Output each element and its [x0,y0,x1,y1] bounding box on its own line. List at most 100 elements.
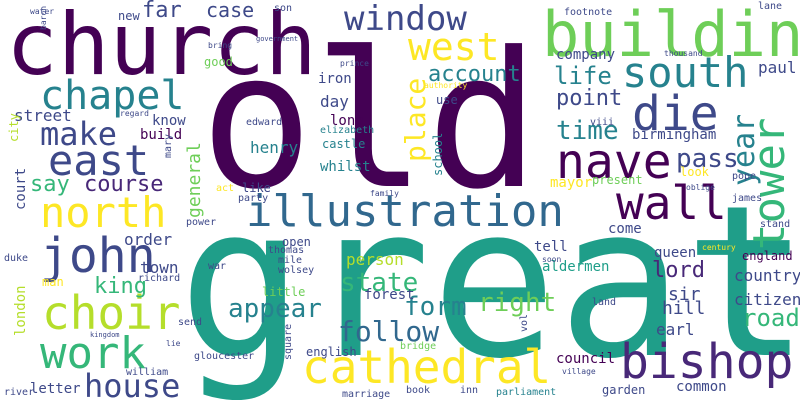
word-duke: duke [4,253,29,264]
word-chapel: chapel [40,73,185,119]
word-government: government [256,35,299,43]
word-war: war [208,261,227,272]
word-edward: edward [246,117,283,128]
word-company: company [556,47,616,63]
word-party: party [238,193,269,204]
word-sir: sir [668,284,701,305]
word-queen: queen [654,245,697,261]
word-lie: lie [166,339,181,348]
word-square: square [283,323,294,360]
word-course: course [84,172,164,197]
word-william: william [126,367,169,378]
word-know: know [152,113,186,129]
word-tell: tell [534,239,568,255]
word-john: john [40,228,156,284]
word-family: family [370,189,399,198]
word-work: work [40,328,146,379]
word-follow: follow [338,315,440,348]
word-appear: appear [228,294,322,324]
word-citizen: citizen [734,290,800,309]
word-elizabeth: elizabeth [320,125,375,136]
word-little: little [262,285,306,299]
word-castle: castle [322,137,366,151]
word-king: king [94,274,147,299]
word-pass: pass [676,144,739,174]
word-thousand: thousand [664,49,703,58]
word-iron: iron [318,71,352,87]
word-authority: authority [424,81,468,90]
word-man: man [42,275,64,289]
word-school: school [431,132,445,176]
word-illustration: illustration [246,186,564,237]
word-town: town [140,258,179,277]
word-long: long [330,113,364,129]
word-time: time [556,116,619,146]
word-common: common [676,379,727,395]
word-right: right [478,288,557,318]
word-land: land [592,297,617,308]
word-house: house [84,367,181,400]
word-court: court [13,167,29,210]
word-james: james [732,193,763,204]
word-nave: nave [556,134,672,190]
word-henry: henry [250,138,299,157]
word-england: england [742,249,793,263]
word-kingdom: kingdom [90,331,120,339]
word-london: london [13,285,29,336]
word-richard: richard [138,273,181,284]
word-south: south [622,48,749,97]
word-city: city [7,113,21,142]
word-oblige: oblige [686,183,715,192]
word-country: country [734,266,800,285]
word-die: die [632,86,719,142]
word-look: look [680,165,709,179]
word-century: century [702,243,736,252]
word-river: river [4,387,35,398]
word-mayor: mayor [550,175,593,191]
word-regard: regard [120,109,149,118]
word-footnote: footnote [564,7,613,18]
word-english: english [306,345,357,359]
word-thomas: thomas [268,245,305,256]
word-wall: wall [616,176,727,230]
word-road: road [742,304,800,332]
word-make: make [40,115,118,153]
word-say: say [30,172,70,197]
word-street: street [14,106,72,125]
word-soon: soon [542,255,562,264]
word-bishop: bishop [620,334,794,390]
word-new: new [118,9,140,23]
word-stand: stand [760,219,791,230]
word-water: water [30,7,55,16]
word-gloucester: gloucester [194,351,255,362]
word-forest: forest [364,287,415,303]
word-building: building [542,0,800,71]
word-mary: mary [163,133,174,158]
word-marriage: marriage [342,389,391,400]
word-council: council [556,351,616,367]
word-parliament: parliament [496,387,557,398]
word-church: church [6,0,317,95]
word-son: son [274,3,293,14]
word-power: power [186,217,217,228]
word-mile: mile [278,255,303,266]
word-hill: hill [662,298,706,319]
word-pope: pope [732,171,757,182]
word-good: good [204,55,233,69]
word-earl: earl [656,320,695,339]
word-use: use [436,93,458,107]
word-north: north [40,188,167,237]
word-viii: viii [590,117,615,128]
word-garden: garden [602,383,646,397]
word-paul: paul [758,58,797,77]
word-place: place [399,77,432,162]
word-old: old [200,12,540,231]
word-form: form [404,292,467,322]
word-letter: letter [30,381,81,397]
word-bring: bring [208,41,233,50]
word-far: far [142,0,182,23]
word-account: account [428,62,521,87]
word-east: east [48,136,150,185]
word-cathedral: cathedral [302,340,552,394]
